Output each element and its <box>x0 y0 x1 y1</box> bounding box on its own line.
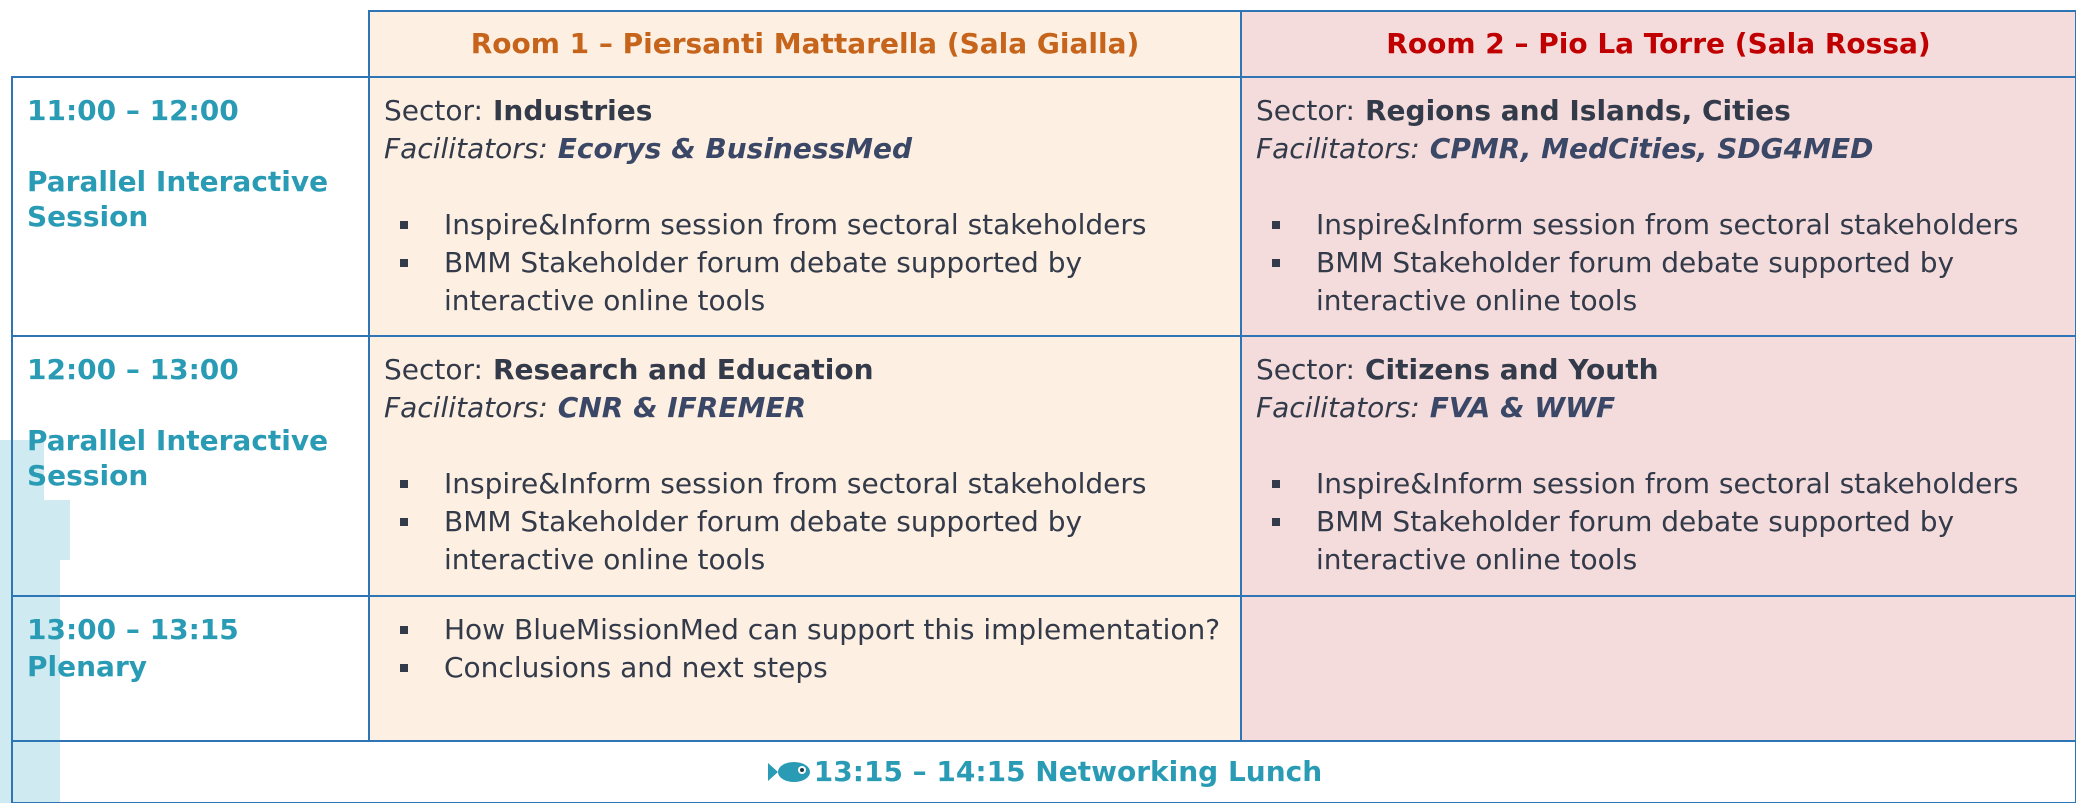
bullet-item: Inspire&Inform session from sectoral sta… <box>1256 206 2061 244</box>
sector-name: Citizens and Youth <box>1364 353 1659 386</box>
room-cell: How BlueMissionMed can support this impl… <box>368 595 1242 742</box>
bullet-list: Inspire&Inform session from sectoral sta… <box>1256 465 2061 579</box>
facilitators-line: Facilitators: CPMR, MedCities, SDG4MED <box>1256 130 2061 168</box>
time-cell: 13:00 – 13:15 Plenary <box>11 595 370 742</box>
agenda-table: Room 1 – Piersanti Mattarella (Sala Gial… <box>11 10 2076 803</box>
sector-line: Sector: Citizens and Youth <box>1256 351 2061 389</box>
facilitators-label: Facilitators: <box>1256 391 1420 424</box>
bullet-list: Inspire&Inform session from sectoral sta… <box>384 206 1226 320</box>
facilitators-label: Facilitators: <box>384 132 548 165</box>
room-cell <box>1240 595 2076 742</box>
session-name: Parallel Interactive Session <box>27 424 329 492</box>
time-range: 12:00 – 13:00 <box>27 353 239 386</box>
blank-header <box>12 11 369 78</box>
bullet-item: Inspire&Inform session from sectoral sta… <box>384 206 1226 244</box>
bullet-item: BMM Stakeholder forum debate supported b… <box>384 503 1226 579</box>
session-name: Plenary <box>27 650 147 683</box>
bullet-item: BMM Stakeholder forum debate supported b… <box>1256 503 2061 579</box>
sector-line: Sector: Regions and Islands, Cities <box>1256 92 2061 130</box>
table-body: Room 1 – Piersanti Mattarella (Sala Gial… <box>11 10 2076 803</box>
facilitators-names: CPMR, MedCities, SDG4MED <box>1429 132 1874 165</box>
bullet-list: Inspire&Inform session from sectoral sta… <box>1256 206 2061 320</box>
bullet-item: How BlueMissionMed can support this impl… <box>384 611 1226 649</box>
session-name: Parallel Interactive Session <box>27 165 329 233</box>
bullet-item: Inspire&Inform session from sectoral sta… <box>384 465 1226 503</box>
fish-icon <box>767 762 810 782</box>
facilitators-names: Ecorys & BusinessMed <box>557 132 913 165</box>
time-range: 13:00 – 13:15 <box>27 613 239 646</box>
facilitators-label: Facilitators: <box>1256 132 1420 165</box>
lunch-text: 13:15 – 14:15 Networking Lunch <box>813 755 1323 788</box>
facilitators-line: Facilitators: Ecorys & BusinessMed <box>384 130 1226 168</box>
facilitators-names: FVA & WWF <box>1429 391 1616 424</box>
facilitators-line: Facilitators: CNR & IFREMER <box>384 389 1226 427</box>
sector-name: Regions and Islands, Cities <box>1364 94 1791 127</box>
room-cell: Sector: Citizens and Youth Facilitators: FV… <box>1240 335 2076 597</box>
sector-line: Sector: Research and Education <box>384 351 1226 389</box>
time-cell: 11:00 – 12:00 Parallel Interactive Sessio… <box>11 76 370 337</box>
bullet-item: Conclusions and next steps <box>384 649 1226 687</box>
bullet-list: Inspire&Inform session from sectoral sta… <box>384 465 1226 579</box>
facilitators-names: CNR & IFREMER <box>557 391 807 424</box>
bullet-item: Inspire&Inform session from sectoral sta… <box>1256 465 2061 503</box>
room-header: Room 2 – Pio La Torre (Sala Rossa) <box>1240 10 2076 78</box>
session-row: 12:00 – 13:00 Parallel Interactive Sessio… <box>11 335 2076 597</box>
header-row: Room 1 – Piersanti Mattarella (Sala Gial… <box>12 10 2076 78</box>
room-cell: Sector: Industries Facilitators: Ecorys & B… <box>368 76 1242 337</box>
session-row: 11:00 – 12:00 Parallel Interactive Sessio… <box>11 76 2076 337</box>
sector-label: Sector: <box>384 94 483 127</box>
sector-line: Sector: Industries <box>384 92 1226 130</box>
time-cell: 12:00 – 13:00 Parallel Interactive Sessio… <box>11 335 370 597</box>
bullet-item: BMM Stakeholder forum debate supported b… <box>384 244 1226 320</box>
time-range: 11:00 – 12:00 <box>27 94 239 127</box>
footer-row: 13:15 – 14:15 Networking Lunch <box>11 740 2076 803</box>
bullet-item: BMM Stakeholder forum debate supported b… <box>1256 244 2061 320</box>
facilitators-line: Facilitators: FVA & WWF <box>1256 389 2061 427</box>
room-cell: Sector: Regions and Islands, Cities Facili… <box>1240 76 2076 337</box>
facilitators-label: Facilitators: <box>384 391 548 424</box>
sector-label: Sector: <box>1256 94 1355 127</box>
bullet-list: How BlueMissionMed can support this impl… <box>384 611 1226 687</box>
sector-name: Industries <box>492 94 653 127</box>
room-cell: Sector: Research and Education Facilitator… <box>368 335 1242 597</box>
footer-cell: 13:15 – 14:15 Networking Lunch <box>11 740 2076 803</box>
room-header: Room 1 – Piersanti Mattarella (Sala Gial… <box>368 10 1242 78</box>
sector-label: Sector: <box>1256 353 1355 386</box>
session-row: 13:00 – 13:15 Plenary How BlueMissionMed c… <box>11 595 2076 742</box>
sector-label: Sector: <box>384 353 483 386</box>
sector-name: Research and Education <box>492 353 874 386</box>
